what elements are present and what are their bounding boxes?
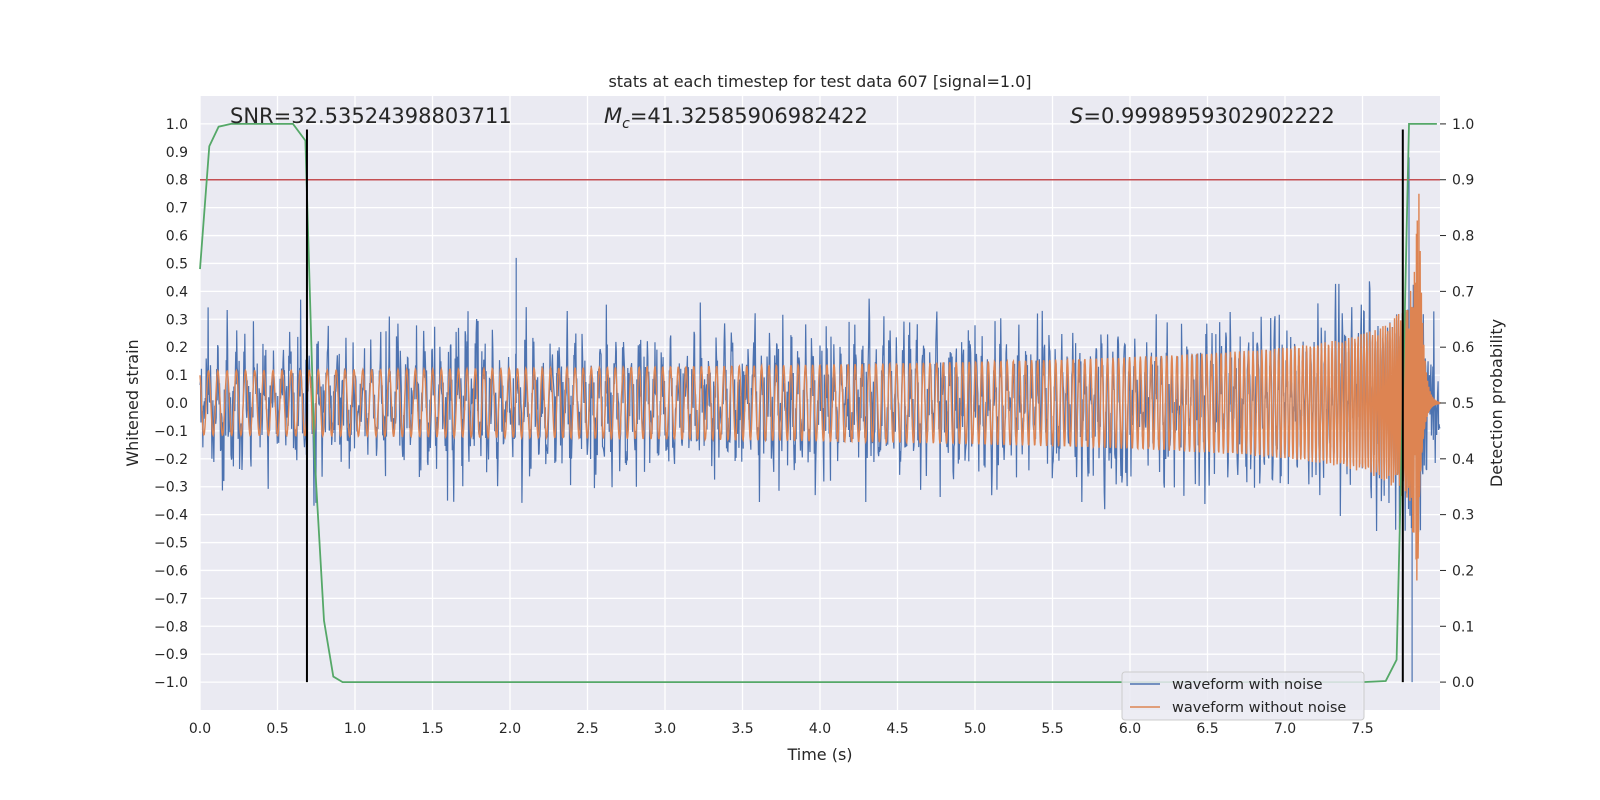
x-tick-label: 6.5 xyxy=(1196,721,1218,737)
y-tick-label: −0.6 xyxy=(154,563,188,579)
y-tick-label: 0.3 xyxy=(166,312,188,328)
y-tick-label: 0.2 xyxy=(166,340,188,356)
chart-title: stats at each timestep for test data 607… xyxy=(608,72,1031,91)
y-tick-label: −0.8 xyxy=(154,619,188,635)
y-axis-ticks: 1.0 0.9 0.8 0.7 0.6 0.5 0.4 0.3 0.2 0.1 0.0 −0.1 −0.… xyxy=(154,117,188,691)
y-tick-label: −1.0 xyxy=(154,675,188,691)
y2-tick-label: 0.9 xyxy=(1452,173,1474,189)
y-tick-label: −0.5 xyxy=(154,536,188,552)
s-value: =0.9998959302902222 xyxy=(1083,104,1334,128)
y2-tick-label: 0.6 xyxy=(1452,340,1474,356)
y-tick-label: 0.8 xyxy=(166,173,188,189)
x-tick-label: 6.0 xyxy=(1119,721,1141,737)
y-tick-label: −0.9 xyxy=(154,647,188,663)
y2-tick-label: 0.0 xyxy=(1452,675,1474,691)
snr-annotation: SNR=32.53524398803711 xyxy=(230,104,512,128)
y2-tick-label: 1.0 xyxy=(1452,117,1474,133)
y2-axis-label: Detection probability xyxy=(1487,319,1506,487)
y2-tick-label: 0.7 xyxy=(1452,284,1474,300)
y-tick-label: 0.5 xyxy=(166,256,188,272)
x-tick-label: 5.0 xyxy=(964,721,986,737)
x-tick-label: 3.0 xyxy=(654,721,676,737)
y2-tick-label: 0.4 xyxy=(1452,452,1474,468)
y-axis-label: Whitened strain xyxy=(123,339,142,466)
legend-label-clean: waveform without noise xyxy=(1172,700,1346,716)
y2-tick-label: 0.1 xyxy=(1452,619,1474,635)
legend: waveform with noise waveform without noi… xyxy=(1122,672,1364,720)
y2-tick-label: 0.2 xyxy=(1452,563,1474,579)
y-tick-label: −0.7 xyxy=(154,591,188,607)
x-axis-ticks: 0.0 0.5 1.0 1.5 2.0 2.5 3.0 3.5 4.0 4.5 5.0 5.5 6.0 6… xyxy=(189,721,1374,737)
y-tick-label: −0.4 xyxy=(154,508,188,524)
x-tick-label: 1.0 xyxy=(344,721,366,737)
y-tick-label: 0.9 xyxy=(166,145,188,161)
x-tick-label: 0.5 xyxy=(266,721,288,737)
y-tick-label: −0.3 xyxy=(154,480,188,496)
x-tick-label: 1.5 xyxy=(421,721,443,737)
s-annotation: S=0.9998959302902222 xyxy=(1070,104,1335,128)
y-tick-label: 0.4 xyxy=(166,284,188,300)
legend-label-noise: waveform with noise xyxy=(1172,677,1323,693)
x-tick-label: 7.5 xyxy=(1351,721,1373,737)
y2-tick-label: 0.3 xyxy=(1452,508,1474,524)
chirp-mass-annotation: Mc=41.32585906982422 xyxy=(604,104,868,132)
y-tick-label: 0.7 xyxy=(166,201,188,217)
x-axis-label: Time (s) xyxy=(786,745,852,764)
y-tick-label: 0.6 xyxy=(166,229,188,245)
x-tick-label: 7.0 xyxy=(1274,721,1296,737)
x-tick-label: 4.5 xyxy=(886,721,908,737)
x-tick-label: 5.5 xyxy=(1041,721,1063,737)
y-tick-label: 1.0 xyxy=(166,117,188,133)
x-tick-label: 2.0 xyxy=(499,721,521,737)
y-tick-label: −0.1 xyxy=(154,424,188,440)
x-tick-label: 2.5 xyxy=(576,721,598,737)
y-tick-label: −0.2 xyxy=(154,452,188,468)
s-symbol: S xyxy=(1070,104,1083,128)
chirp-mass-symbol: M xyxy=(604,104,622,128)
x-tick-label: 4.0 xyxy=(809,721,831,737)
chirp-mass-value: =41.32585906982422 xyxy=(630,104,868,128)
y2-tick-label: 0.5 xyxy=(1452,396,1474,412)
x-tick-label: 0.0 xyxy=(189,721,211,737)
y2-tick-label: 0.8 xyxy=(1452,229,1474,245)
x-tick-label: 3.5 xyxy=(731,721,753,737)
y-tick-label: 0.1 xyxy=(166,368,188,384)
y-tick-label: 0.0 xyxy=(166,396,188,412)
y2-axis-ticks: 1.0 0.9 0.8 0.7 0.6 0.5 0.4 0.3 0.2 0.1 0.0 xyxy=(1440,117,1474,691)
